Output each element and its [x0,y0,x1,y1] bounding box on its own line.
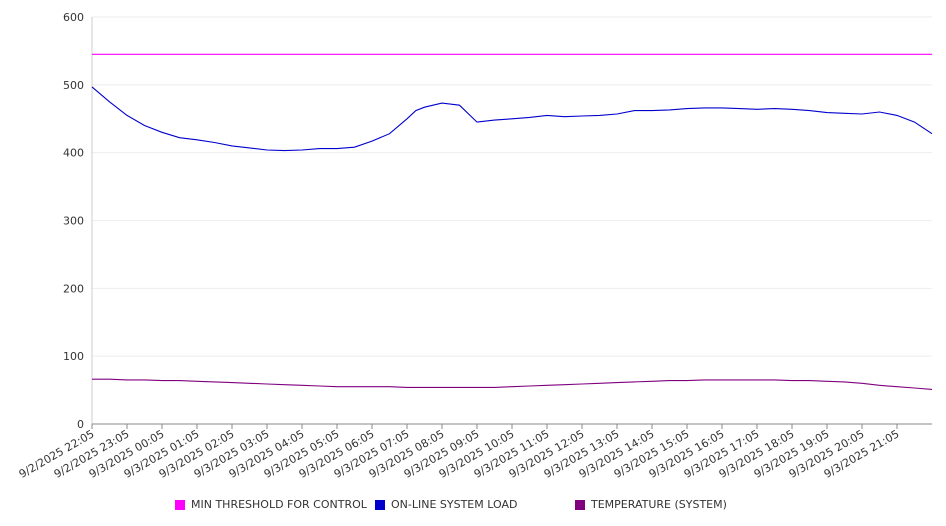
legend: MIN THRESHOLD FOR CONTROL ON-LINE SYSTEM… [0,498,946,514]
series-line-on-line-system-load [91,86,933,152]
legend-swatch-online-system-load [375,499,385,510]
legend-item-online-system-load[interactable]: ON-LINE SYSTEM LOAD [375,498,517,511]
legend-label-min-threshold: MIN THRESHOLD FOR CONTROL [191,498,367,511]
y-tick-label-100: 100 [63,350,84,363]
series-lines [91,53,933,390]
y-tick-label-400: 400 [63,147,84,160]
legend-item-temperature-system[interactable]: TEMPERATURE (SYSTEM) [575,498,727,511]
y-tick-label-600: 600 [63,11,84,24]
y-tick-label-200: 200 [63,282,84,295]
legend-swatch-min-threshold [175,499,185,510]
y-tick-label-500: 500 [63,79,84,92]
y-tick-label-0: 0 [77,418,84,431]
y-tick-label-300: 300 [63,215,84,228]
gridlines [92,16,932,357]
legend-item-min-threshold[interactable]: MIN THRESHOLD FOR CONTROL [175,498,367,511]
legend-swatch-temperature-system [575,499,585,510]
x-axis-ticks: 9/2/2025 22:059/2/2025 23:059/3/2025 00:… [17,424,902,481]
legend-label-temperature-system: TEMPERATURE (SYSTEM) [591,498,727,511]
legend-label-online-system-load: ON-LINE SYSTEM LOAD [391,498,518,511]
series-line-temperature-system [92,378,933,390]
y-axis-ticks: 0 100 200 300 400 500 600 [63,11,84,431]
